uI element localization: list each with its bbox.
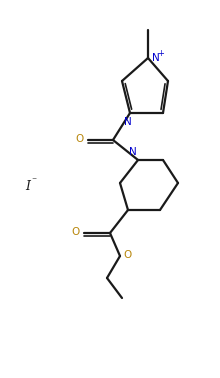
Text: O: O <box>71 227 79 237</box>
Text: I: I <box>26 180 31 192</box>
Text: ⁻: ⁻ <box>31 176 37 186</box>
Text: O: O <box>75 134 83 144</box>
Text: N: N <box>152 53 160 63</box>
Text: N: N <box>124 117 132 127</box>
Text: O: O <box>123 250 131 260</box>
Text: N: N <box>129 147 137 157</box>
Text: +: + <box>158 48 164 57</box>
